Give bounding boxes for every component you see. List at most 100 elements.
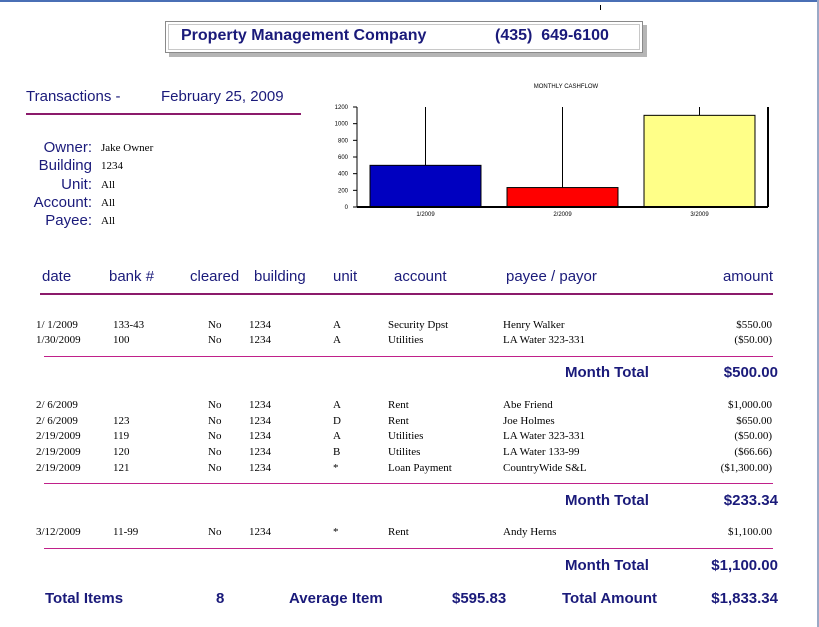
cell-unit: B	[333, 446, 341, 458]
cell-unit: A	[333, 399, 341, 411]
monthly-cashflow-chart: MONTHLY CASHFLOW 1200 1000 800 600 400 200 0 1…	[335, 84, 769, 218]
cell-bank: 11-99	[113, 526, 139, 538]
month-total-amount: $233.34	[723, 492, 778, 509]
col-header-account: account	[394, 268, 447, 285]
cell-date: 2/ 6/2009	[36, 399, 78, 411]
y-tick-label: 800	[338, 138, 349, 144]
cell-payee: Andy Herns	[503, 526, 557, 538]
ruler-tick	[600, 5, 601, 10]
cell-cleared: No	[208, 430, 222, 442]
table-row: 2/ 6/2009 123 No 1234 D Rent Joe Holmes …	[0, 415, 819, 429]
filter-owner-value: Jake Owner	[101, 142, 154, 154]
cell-building: 1234	[249, 415, 271, 427]
bar-3-2009	[643, 114, 756, 208]
month-total-label: Month Total	[565, 492, 649, 509]
col-header-building: building	[254, 268, 306, 285]
month-divider	[44, 356, 773, 357]
cell-date: 2/19/2009	[36, 446, 81, 458]
cell-account: Utilites	[388, 446, 421, 458]
month-divider	[44, 483, 773, 484]
company-header-inner-border	[168, 24, 640, 50]
cell-unit: *	[333, 462, 339, 474]
table-row: 2/19/2009 119 No 1234 A Utilities LA Wat…	[0, 430, 819, 444]
cell-amount: ($1,300.00)	[720, 462, 772, 474]
filter-unit-label: Unit:	[61, 176, 92, 193]
cell-payee: Joe Holmes	[503, 415, 555, 427]
cell-bank: 133-43	[113, 319, 145, 331]
month-total-label: Month Total	[565, 557, 649, 574]
cell-building: 1234	[249, 526, 271, 538]
cell-amount: ($66.66)	[734, 446, 772, 458]
x-tick-label: 1/2009	[416, 212, 435, 218]
cell-building: 1234	[249, 399, 271, 411]
report-title-rule	[26, 113, 301, 115]
cell-account: Rent	[388, 399, 409, 411]
col-header-amount: amount	[722, 268, 773, 285]
table-row: 3/12/2009 11-99 No 1234 * Rent Andy Hern…	[0, 526, 819, 540]
company-name: Property Management Company	[181, 27, 427, 44]
x-tick-label: 2/2009	[553, 212, 572, 218]
cell-building: 1234	[249, 462, 271, 474]
total-amount-label: Total Amount	[562, 590, 657, 607]
filter-building-value: 1234	[101, 160, 123, 172]
cell-building: 1234	[249, 446, 271, 458]
x-tick-label: 3/2009	[690, 212, 709, 218]
cell-building: 1234	[249, 319, 271, 331]
table-row: 1/ 1/2009 133-43 No 1234 A Security Dpst…	[0, 319, 819, 333]
company-header-box: Property Management Company (435) 649-61…	[165, 21, 643, 53]
y-tick-label: 400	[338, 172, 349, 178]
cell-building: 1234	[249, 334, 271, 346]
cell-date: 3/12/2009	[36, 526, 81, 538]
cell-amount: ($50.00)	[734, 334, 772, 346]
cell-account: Rent	[388, 415, 409, 427]
column-header-rule	[40, 293, 773, 295]
cell-unit: *	[333, 526, 339, 538]
cell-amount: $1,100.00	[728, 526, 772, 538]
chart-title: MONTHLY CASHFLOW	[534, 84, 599, 90]
cell-payee: LA Water 323-331	[503, 430, 586, 442]
cell-cleared: No	[208, 462, 222, 474]
report-label: Transactions -	[26, 88, 121, 105]
cell-unit: A	[333, 430, 341, 442]
filter-payee-label: Payee:	[45, 212, 92, 229]
company-phone: (435) 649-6100	[495, 27, 609, 44]
cell-payee: Abe Friend	[503, 399, 553, 411]
average-item-value: $595.83	[452, 590, 507, 607]
col-header-payee: payee / payor	[506, 268, 597, 285]
col-header-unit: unit	[333, 268, 358, 285]
table-row: 2/19/2009 120 No 1234 B Utilites LA Wate…	[0, 446, 819, 460]
chart-y-axis: 1200 1000 800 600 400 200 0	[335, 105, 357, 211]
col-header-cleared: cleared	[190, 268, 240, 285]
filter-payee-value: All	[101, 215, 116, 227]
filter-account-value: All	[101, 197, 116, 209]
chart-x-labels: 1/2009 2/2009 3/2009	[416, 212, 709, 218]
cell-date: 2/19/2009	[36, 462, 81, 474]
table-row: 2/19/2009 121 No 1234 * Loan Payment Cou…	[0, 462, 819, 476]
y-tick-label: 0	[345, 205, 349, 211]
cell-bank: 100	[113, 334, 130, 346]
cell-date: 1/ 1/2009	[36, 319, 78, 331]
month-total-label: Month Total	[565, 364, 649, 381]
y-tick-label: 1200	[335, 105, 349, 111]
cell-amount: $550.00	[736, 319, 772, 331]
cell-unit: A	[333, 319, 341, 331]
cell-amount: $650.00	[736, 415, 772, 427]
cell-account: Loan Payment	[388, 462, 452, 474]
cell-cleared: No	[208, 446, 222, 458]
cell-amount: ($50.00)	[734, 430, 772, 442]
chart-bars	[369, 107, 756, 208]
month-divider	[44, 548, 773, 549]
month-total-amount: $500.00	[723, 364, 778, 381]
filter-owner-label: Owner:	[43, 139, 92, 156]
cell-account: Rent	[388, 526, 409, 538]
report-date: February 25, 2009	[161, 88, 284, 105]
cell-bank: 119	[113, 430, 130, 442]
cell-account: Utilities	[388, 334, 424, 346]
cell-payee: Henry Walker	[503, 319, 565, 331]
total-items-label: Total Items	[45, 590, 124, 607]
cell-payee: LA Water 133-99	[503, 446, 580, 458]
bar-2-2009	[506, 187, 619, 208]
cell-unit: D	[333, 415, 341, 427]
cell-cleared: No	[208, 334, 222, 346]
cell-date: 2/19/2009	[36, 430, 81, 442]
